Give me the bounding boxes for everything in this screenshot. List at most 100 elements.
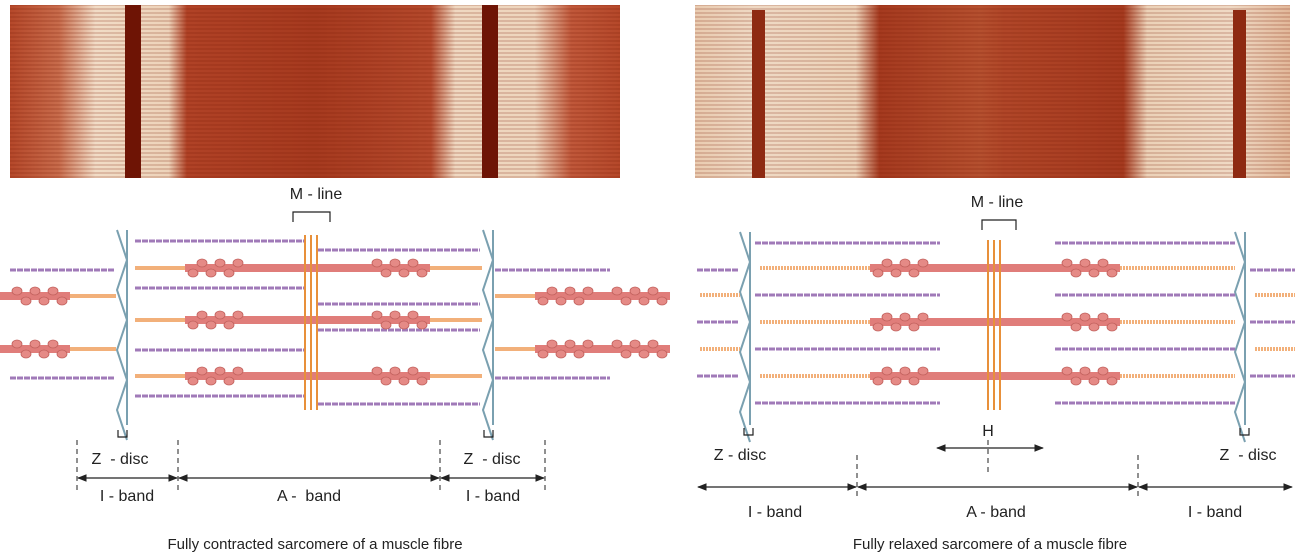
myosin-head — [872, 322, 884, 332]
myosin-head — [389, 366, 401, 376]
thick-filament — [535, 292, 670, 300]
thick-filament — [0, 345, 70, 353]
i-band-label: I - band — [1188, 504, 1242, 521]
m-line-label: M - line — [971, 194, 1024, 211]
myosin-head — [899, 366, 911, 376]
bracket — [1239, 428, 1250, 436]
thick-filament — [535, 345, 670, 353]
myosin-head — [899, 312, 911, 322]
myosin-head — [629, 286, 641, 296]
myosin-head — [223, 268, 235, 278]
myosin-head — [1079, 312, 1091, 322]
myosin-head — [656, 296, 668, 306]
a-band-label: A - band — [966, 504, 1026, 521]
myosin-head — [881, 258, 893, 268]
bracket — [117, 430, 128, 438]
myosin-head — [1088, 268, 1100, 278]
myosin-head — [380, 376, 392, 386]
myosin-head — [1097, 366, 1109, 376]
a-band-label: A - band — [277, 488, 341, 505]
myosin-head — [38, 349, 50, 359]
myosin-head — [1061, 258, 1073, 268]
myosin-head — [881, 366, 893, 376]
i-band-label: I - band — [466, 488, 520, 505]
thick-filament — [185, 316, 430, 324]
myosin-head — [573, 349, 585, 359]
myosin-head — [890, 268, 902, 278]
myosin-head — [1106, 268, 1118, 278]
myosin-head — [187, 320, 199, 330]
myosin-head — [546, 339, 558, 349]
myosin-head — [223, 376, 235, 386]
myosin-head — [1079, 258, 1091, 268]
myosin-head — [47, 286, 59, 296]
myosin-head — [647, 339, 659, 349]
myosin-head — [187, 268, 199, 278]
myosin-head — [564, 286, 576, 296]
myosin-head — [11, 286, 23, 296]
myosin-head — [407, 310, 419, 320]
myosin-head — [196, 366, 208, 376]
z-disc-label: Z - disc — [1220, 447, 1277, 464]
myosin-head — [223, 320, 235, 330]
myosin-head — [1061, 366, 1073, 376]
z-disc — [1233, 231, 1247, 443]
myosin-head — [196, 258, 208, 268]
myosin-head — [611, 286, 623, 296]
myosin-head — [398, 268, 410, 278]
myosin-head — [1106, 376, 1118, 386]
myosin-head — [638, 349, 650, 359]
myosin-head — [196, 310, 208, 320]
myosin-head — [187, 376, 199, 386]
myosin-head — [29, 286, 41, 296]
myosin-head — [1097, 258, 1109, 268]
micrograph-texture — [10, 5, 620, 178]
thick-filament — [0, 292, 70, 300]
myosin-head — [11, 339, 23, 349]
myosin-head — [611, 339, 623, 349]
myosin-head — [371, 366, 383, 376]
z-line-image — [752, 10, 765, 178]
myosin-head — [205, 320, 217, 330]
myosin-head — [908, 268, 920, 278]
i-band-label: I - band — [748, 504, 802, 521]
myosin-head — [620, 349, 632, 359]
z-line-image — [482, 5, 498, 178]
myosin-head — [398, 320, 410, 330]
caption: Fully relaxed sarcomere of a muscle fibr… — [853, 536, 1127, 553]
z-disc — [481, 229, 495, 441]
bracket — [743, 428, 754, 436]
myosin-head — [890, 322, 902, 332]
myosin-head — [1070, 268, 1082, 278]
myosin-head — [389, 310, 401, 320]
myosin-head — [638, 296, 650, 306]
myosin-head — [232, 310, 244, 320]
myosin-head — [908, 376, 920, 386]
myosin-head — [398, 376, 410, 386]
myosin-head — [380, 268, 392, 278]
myosin-head — [537, 349, 549, 359]
myosin-head — [29, 339, 41, 349]
myosin-head — [1061, 312, 1073, 322]
myosin-head — [205, 268, 217, 278]
myosin-head — [416, 268, 428, 278]
myosin-head — [389, 258, 401, 268]
z-line-image — [1233, 10, 1246, 178]
myosin-head — [917, 366, 929, 376]
myosin-head — [899, 258, 911, 268]
myosin-head — [214, 310, 226, 320]
myosin-head — [38, 296, 50, 306]
myosin-head — [20, 296, 32, 306]
myosin-head — [407, 366, 419, 376]
myosin-head — [56, 349, 68, 359]
myosin-head — [56, 296, 68, 306]
myosin-head — [890, 376, 902, 386]
myosin-head — [1070, 376, 1082, 386]
myosin-head — [1097, 312, 1109, 322]
myosin-head — [214, 366, 226, 376]
myosin-head — [416, 320, 428, 330]
z-disc — [115, 229, 129, 441]
z-disc-label: Z - disc — [714, 447, 766, 464]
filaments — [0, 229, 1295, 443]
myosin-head — [872, 376, 884, 386]
